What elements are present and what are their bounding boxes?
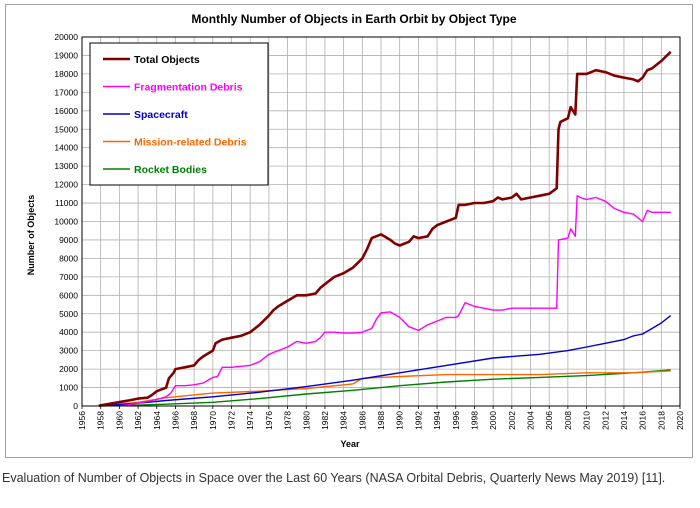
y-tick-label: 15000 — [54, 124, 78, 134]
y-tick-label: 14000 — [54, 143, 78, 153]
series-line-total-objects — [98, 50, 672, 407]
x-tick-label: 2014 — [619, 411, 629, 430]
x-tick-label: 1964 — [152, 411, 162, 430]
series-line-rocket-bodies — [98, 369, 671, 407]
y-tick-label: 20000 — [54, 32, 78, 42]
y-tick-label: 2000 — [59, 364, 78, 374]
chart-title: Monthly Number of Objects in Earth Orbit… — [191, 12, 516, 26]
orbital-objects-line-chart: Monthly Number of Objects in Earth Orbit… — [26, 12, 685, 449]
legend-label: Total Objects — [134, 54, 200, 66]
x-tick-label: 1976 — [264, 411, 274, 430]
x-tick-label: 1984 — [339, 411, 349, 430]
legend-label: Rocket Bodies — [134, 164, 207, 176]
x-tick-label: 1996 — [451, 411, 461, 430]
y-axis-title: Number of Objects — [26, 195, 36, 276]
x-tick-label: 2018 — [656, 411, 666, 430]
series-lines — [98, 50, 672, 407]
x-tick-label: 1960 — [114, 411, 124, 430]
y-tick-label: 4000 — [59, 327, 78, 337]
y-tick-label: 6000 — [59, 290, 78, 300]
x-tick-label: 2010 — [582, 411, 592, 430]
x-tick-label: 1980 — [301, 411, 311, 430]
y-tick-label: 16000 — [54, 106, 78, 116]
x-tick-label: 1992 — [413, 411, 423, 430]
y-tick-label: 9000 — [59, 235, 78, 245]
y-tick-label: 7000 — [59, 272, 78, 282]
x-tick-label: 1986 — [357, 411, 367, 430]
x-tick-label: 1970 — [208, 411, 218, 430]
series-line-spacecraft — [98, 315, 672, 407]
x-tick-label: 1988 — [376, 411, 386, 430]
x-tick-label: 2012 — [600, 411, 610, 430]
y-tick-label: 18000 — [54, 69, 78, 79]
series-line-fragmentation-debris — [119, 194, 671, 407]
legend-label: Spacecraft — [134, 109, 188, 121]
y-tick-label: 3000 — [59, 346, 78, 356]
x-tick-label: 2008 — [563, 411, 573, 430]
y-tick-label: 1000 — [59, 383, 78, 393]
x-tick-label: 2002 — [507, 411, 517, 430]
x-tick-label: 2006 — [544, 411, 554, 430]
x-axis-ticks: 1956 1958 1960 1962 1964 1966 1968 1970 1972 1974… — [77, 406, 685, 430]
y-tick-label: 5000 — [59, 309, 78, 319]
x-tick-label: 2004 — [526, 411, 536, 430]
x-tick-label: 1982 — [320, 411, 330, 430]
legend-label: Mission-related Debris — [134, 137, 247, 149]
x-tick-label: 1998 — [469, 411, 479, 430]
x-tick-label: 1968 — [189, 411, 199, 430]
x-tick-label: 1972 — [227, 411, 237, 430]
y-tick-label: 0 — [73, 401, 78, 411]
y-axis-ticks: 0 1000 2000 3000 4000 5000 6000 7000 8000 9000 100… — [54, 32, 78, 411]
plot-area-border — [81, 36, 681, 407]
y-tick-label: 12000 — [54, 180, 78, 190]
x-tick-label: 1956 — [77, 411, 87, 430]
x-tick-label: 1990 — [395, 411, 405, 430]
y-tick-label: 17000 — [54, 87, 78, 97]
y-tick-label: 8000 — [59, 253, 78, 263]
x-tick-label: 1994 — [432, 411, 442, 430]
legend-label: Fragmentation Debris — [134, 82, 243, 94]
y-tick-label: 10000 — [54, 217, 78, 227]
x-tick-label: 2000 — [488, 411, 498, 430]
x-tick-label: 2020 — [675, 411, 685, 430]
x-tick-label: 1962 — [133, 411, 143, 430]
x-tick-label: 2016 — [638, 411, 648, 430]
figure-caption: Evaluation of Number of Objects in Space… — [2, 471, 666, 485]
y-tick-label: 19000 — [54, 50, 78, 60]
x-tick-label: 1966 — [170, 411, 180, 430]
legend: Total Objects Fragmentation Debris Spacecr… — [89, 42, 269, 186]
x-axis-title: Year — [340, 439, 360, 449]
x-tick-label: 1974 — [245, 411, 255, 430]
y-tick-label: 11000 — [55, 198, 78, 208]
y-tick-label: 13000 — [54, 161, 78, 171]
x-tick-label: 1978 — [283, 411, 293, 430]
x-tick-label: 1958 — [96, 411, 106, 430]
